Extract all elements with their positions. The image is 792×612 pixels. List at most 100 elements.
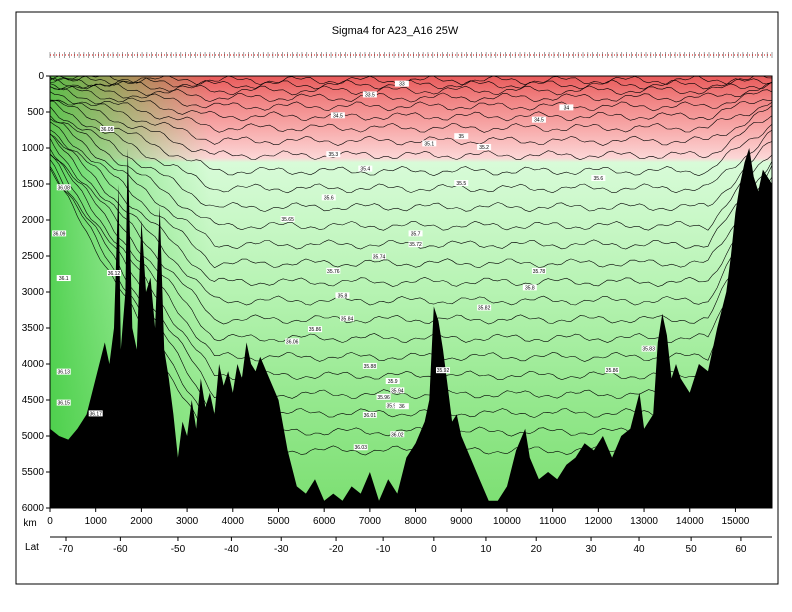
contour-label: 35.92 — [437, 368, 450, 374]
contour-label-bg — [100, 126, 115, 132]
contour-label-bg — [522, 284, 537, 291]
contour-label: 34.5 — [333, 113, 343, 119]
x-tick-label: 12000 — [584, 516, 612, 527]
contour-label: 35 — [458, 134, 464, 140]
x-tick-label: 2000 — [130, 516, 153, 527]
contour-label-bg — [362, 91, 377, 98]
contour-label: 35.88 — [364, 364, 377, 370]
contour-label: 34 — [564, 105, 570, 111]
contour-label: 35.4 — [360, 167, 370, 173]
y-tick-label: 4000 — [22, 359, 45, 370]
lat-tick-label: 20 — [531, 544, 543, 555]
outer-frame — [15, 11, 779, 585]
contour-line — [50, 100, 772, 194]
contour-label: 35.7 — [411, 231, 421, 237]
contour-label-bg — [477, 304, 492, 311]
contour-label: 35.96 — [377, 395, 390, 401]
y-tick-label: 4500 — [22, 395, 45, 406]
x-tick-label: 3000 — [176, 516, 199, 527]
contour-label-bg — [591, 174, 606, 181]
contour-line — [50, 99, 772, 177]
contour-label-bg — [454, 133, 469, 140]
contour-label-bg — [88, 410, 103, 417]
contour-label: 36.01 — [364, 413, 377, 419]
contour-label: 35.76 — [327, 269, 340, 275]
contour-label: 36.17 — [89, 411, 102, 417]
lat-tick-label: -30 — [274, 544, 289, 555]
contour-label-bg — [308, 326, 323, 333]
contour-label: 35.84 — [341, 316, 354, 322]
contour-line — [50, 148, 772, 362]
y-axis: 0 500 1000 1500 2000 2500 3000 3500 4000 4500 5000… — [22, 71, 50, 514]
contour-label: 36.03 — [354, 445, 367, 451]
x-tick-label: 14000 — [676, 516, 704, 527]
contour-label: 36.12 — [108, 271, 121, 277]
lat-axis-label: Lat — [25, 542, 39, 553]
contour-label: 36.1 — [59, 276, 69, 282]
contour-label: 35.8 — [525, 285, 535, 291]
station-ticks — [49, 52, 773, 58]
contour-line — [50, 137, 772, 343]
contour-line — [50, 133, 772, 325]
contour-label-bg — [280, 216, 295, 222]
bathymetry — [50, 148, 772, 508]
lat-tick-label: 50 — [686, 544, 698, 555]
lat-tick-label: 10 — [480, 544, 492, 555]
x-tick-label: 9000 — [450, 516, 473, 527]
contour-line — [50, 106, 772, 213]
contour-label: 33 — [399, 82, 405, 88]
contour-label: 35.1 — [424, 141, 434, 147]
lat-tick-label: 40 — [633, 544, 645, 555]
x-tick-label: 5000 — [267, 516, 290, 527]
y-tick-label: 3500 — [22, 323, 45, 334]
contour-line — [50, 86, 772, 133]
contour-label: 35.74 — [373, 254, 386, 260]
contour-label-bg — [56, 368, 71, 375]
y-tick-label: 5000 — [22, 431, 45, 442]
contour-label: 35.65 — [281, 217, 294, 223]
contour-label-bg — [362, 362, 377, 369]
contour-line — [50, 159, 772, 418]
contour-line — [50, 154, 772, 400]
lat-tick-label: -60 — [113, 544, 128, 555]
contour-label: 35.2 — [479, 145, 489, 151]
contour-label-bg — [390, 431, 405, 438]
contour-label-bg — [340, 315, 355, 322]
contour-label: 35.3 — [328, 152, 338, 158]
contour-label-bg — [641, 345, 656, 352]
contour-label-bg — [321, 194, 336, 201]
contour-label: 35.98 — [386, 403, 399, 409]
contour-label-bg — [559, 104, 574, 111]
contour-label-bg — [385, 402, 400, 409]
contour-label-bg — [285, 338, 300, 345]
contour-label: 35.83 — [642, 347, 655, 353]
contour-lines — [50, 76, 772, 456]
contour-label: 35.72 — [409, 242, 422, 248]
contour-label: 33.5 — [365, 92, 375, 98]
y-tick-label: 1000 — [22, 143, 45, 154]
contour-label: 35.94 — [391, 388, 404, 394]
x-axis: 0 1000 2000 3000 4000 5000 6000 7000 8000 9000 100… — [47, 508, 750, 527]
contour-label-bg — [106, 270, 121, 276]
lat-tick-label: -70 — [59, 544, 74, 555]
y-tick-label: 2000 — [22, 215, 45, 226]
contour-label: 36.02 — [391, 432, 404, 438]
contour-label-bg — [56, 184, 71, 191]
y-tick-label: 0 — [38, 71, 44, 82]
x-tick-label: 8000 — [404, 516, 427, 527]
x-tick-label: 7000 — [359, 516, 382, 527]
contour-label: 36.09 — [53, 231, 66, 237]
x-tick-label: 10000 — [493, 516, 521, 527]
contour-line — [50, 121, 772, 269]
x-tick-label: 15000 — [722, 516, 750, 527]
contour-line — [50, 76, 772, 86]
y-tick-label: 1500 — [22, 179, 45, 190]
x-tick-label: 6000 — [313, 516, 336, 527]
contour-label-bg — [531, 116, 546, 123]
contour-label-bg — [408, 241, 423, 248]
contour-label-bg — [435, 367, 450, 374]
contour-label-bg — [362, 411, 377, 418]
contour-label: 35.82 — [478, 306, 491, 312]
contour-label: 35.78 — [533, 269, 546, 275]
contour-label: 36.06 — [286, 339, 299, 345]
